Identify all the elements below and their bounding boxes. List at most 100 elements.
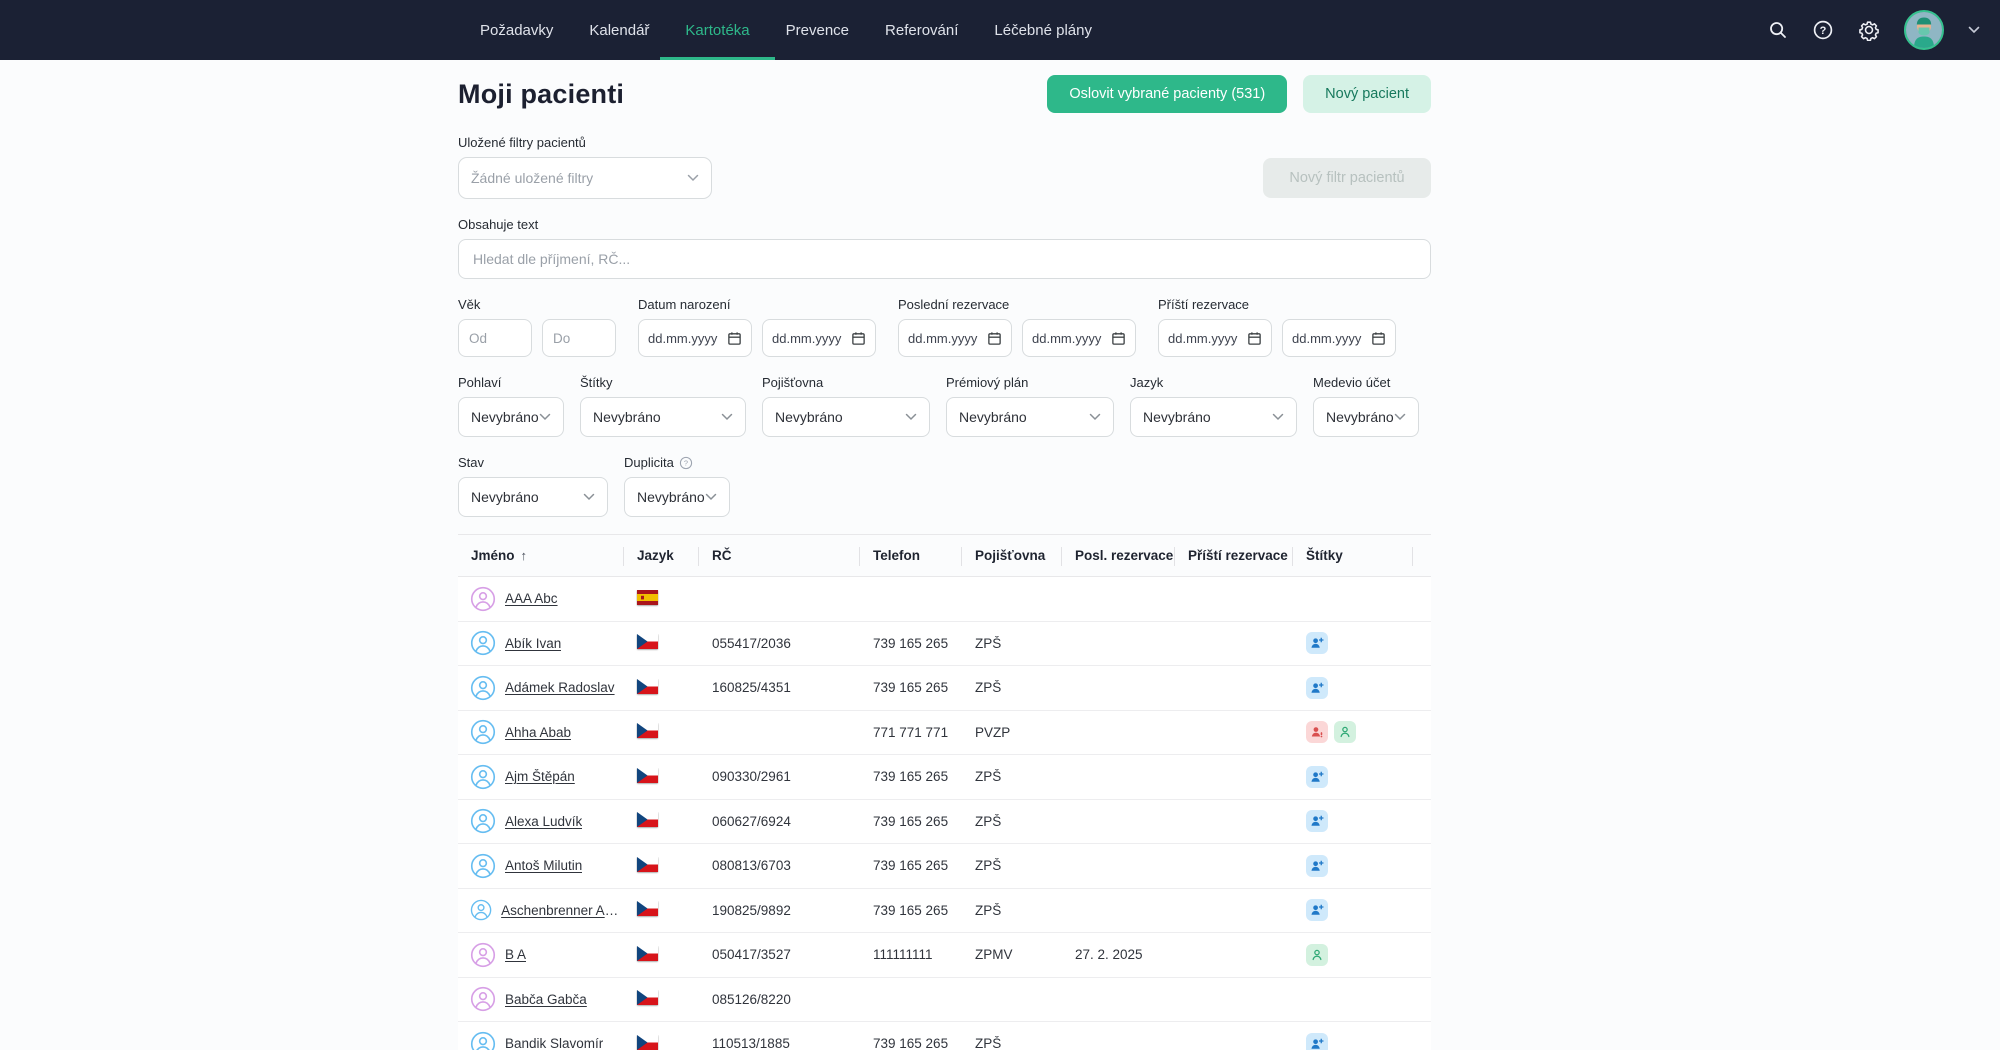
jazyk-select[interactable]: Nevybráno: [1130, 397, 1297, 437]
chevron-down-icon: [1089, 413, 1101, 421]
patient-name-link[interactable]: Babča Gabča: [505, 991, 587, 1007]
patient-name-link[interactable]: Ahha Abab: [505, 724, 572, 740]
patient-name-link[interactable]: Bandik Slavomír: [505, 1036, 604, 1050]
patient-name-cell: Bandik Slavomír: [458, 1031, 623, 1050]
saved-filters-select[interactable]: Žádné uložené filtry: [458, 157, 712, 199]
duplicita-filter-group: Duplicita? Nevybráno: [624, 455, 730, 517]
person-alert-badge[interactable]: [1306, 721, 1328, 744]
person-add-badge[interactable]: [1306, 854, 1328, 877]
page-header: Moji pacienti Oslovit vybrané pacienty (…: [458, 75, 1431, 113]
column-header-jazyk[interactable]: Jazyk: [623, 535, 698, 576]
stitky-select[interactable]: Nevybráno: [580, 397, 746, 437]
duplicita-select[interactable]: Nevybráno: [624, 477, 730, 517]
patients-table: Jméno ↑ Jazyk RČ Telefon Pojišťovna Posl. reze…: [458, 534, 1431, 1050]
table-row: Abík Ivan 055417/2036 739 165 265 ZPŠ: [458, 621, 1431, 666]
topbar-right-controls: ?: [1768, 0, 1980, 60]
nav-tab-prevence[interactable]: Prevence: [785, 21, 850, 39]
patient-name-cell: Alexa Ludvík: [458, 808, 623, 834]
date-placeholder: dd.mm.yyyy: [1032, 330, 1102, 346]
person-add-badge[interactable]: [1306, 676, 1328, 699]
person-add-badge[interactable]: [1306, 810, 1328, 833]
main-nav: Požadavky Kalendář Kartotéka Prevence Refero…: [0, 0, 1092, 60]
pristi-rezervace-to-date-input[interactable]: dd.mm.yyyy: [1282, 319, 1396, 357]
column-header-posl-rezervace[interactable]: Posl. rezervace: [1061, 535, 1174, 576]
range-filters-row: Věk Datum narozenídd.mm.yyyydd.mm.yyyyPo…: [458, 297, 1431, 357]
nav-tab-kalendar[interactable]: Kalendář: [589, 21, 650, 39]
help-icon[interactable]: ?: [1812, 19, 1834, 41]
patient-search-input[interactable]: [458, 239, 1431, 279]
table-row: Babča Gabča 085126/8220: [458, 977, 1431, 1022]
patient-name-cell: Antoš Milutin: [458, 853, 623, 879]
insurance-cell: ZPMV: [975, 947, 1013, 963]
table-body: AAA Abc Abík Ivan 055417/2036 739 165 265 ZP…: [458, 577, 1431, 1050]
table-row: Ahha Abab 771 771 771 PVZP: [458, 710, 1431, 755]
age-label: Věk: [458, 297, 481, 312]
nav-tab-lecebne-plany[interactable]: Léčebné plány: [994, 21, 1092, 39]
stav-select[interactable]: Nevybráno: [458, 477, 608, 517]
person-add-badge[interactable]: [1306, 765, 1328, 788]
pohlavi-select[interactable]: Nevybráno: [458, 397, 564, 437]
patient-avatar-icon: [470, 1031, 496, 1050]
person-add-badge[interactable]: [1306, 1032, 1328, 1050]
datum-narozeni-to-date-input[interactable]: dd.mm.yyyy: [762, 319, 876, 357]
contact-selected-patients-button[interactable]: Oslovit vybrané pacienty (531): [1047, 75, 1288, 113]
date-placeholder: dd.mm.yyyy: [1292, 330, 1362, 346]
premiovy-plan-select[interactable]: Nevybráno: [946, 397, 1114, 437]
posledni-rezervace-from-date-input[interactable]: dd.mm.yyyy: [898, 319, 1012, 357]
phone-cell: 739 165 265: [873, 769, 949, 785]
age-from-input[interactable]: [458, 319, 532, 357]
new-patient-button[interactable]: Nový pacient: [1303, 75, 1431, 113]
patient-name-link[interactable]: Alexa Ludvík: [505, 813, 583, 829]
tags-cell: [1292, 721, 1431, 744]
chevron-down-icon: [539, 413, 551, 421]
column-header-stitky[interactable]: Štítky: [1292, 535, 1431, 576]
patient-name-link[interactable]: AAA Abc: [505, 591, 558, 607]
column-header-jmeno[interactable]: Jméno ↑: [471, 548, 528, 563]
settings-gear-icon[interactable]: [1858, 19, 1880, 41]
posledni-rezervace-filter-group: Poslední rezervace dd.mm.yyyy dd.mm.yyyy: [898, 297, 1136, 357]
phone-cell: 739 165 265: [873, 813, 949, 829]
datum-narozeni-from-date-input[interactable]: dd.mm.yyyy: [638, 319, 752, 357]
patient-name-cell: Ahha Abab: [458, 719, 623, 745]
patient-name-link[interactable]: Adámek Radoslav: [505, 680, 615, 696]
column-header-telefon[interactable]: Telefon: [859, 535, 961, 576]
patient-name-link[interactable]: Ajm Štěpán: [505, 769, 575, 785]
person-add-badge[interactable]: [1306, 632, 1328, 655]
user-avatar[interactable]: [1904, 10, 1944, 50]
insurance-cell: ZPŠ: [975, 680, 1002, 696]
pristi-rezervace-from-date-input[interactable]: dd.mm.yyyy: [1158, 319, 1272, 357]
nav-tab-referovani[interactable]: Referování: [885, 21, 959, 39]
nav-tab-pozadavky[interactable]: Požadavky: [480, 21, 554, 39]
select-value: Nevybráno: [959, 409, 1027, 425]
patient-name-link[interactable]: Abík Ivan: [505, 635, 562, 651]
person-badge[interactable]: [1334, 721, 1356, 744]
patient-name-link[interactable]: Aschenbrenner Adam…: [501, 902, 623, 918]
language-cell: [623, 990, 698, 1008]
age-to-input[interactable]: [542, 319, 616, 357]
posledni-rezervace-to-date-input[interactable]: dd.mm.yyyy: [1022, 319, 1136, 357]
person-icon: [1312, 949, 1322, 960]
account-chevron-down-icon[interactable]: [1968, 26, 1980, 34]
birth-number-cell: 090330/2961: [712, 769, 791, 785]
person-add-badge[interactable]: [1306, 899, 1328, 922]
person-alert-icon: [1311, 727, 1323, 738]
calendar-icon: [1112, 331, 1125, 345]
person-badge[interactable]: [1306, 943, 1328, 966]
new-patient-filter-button[interactable]: Nový filtr pacientů: [1263, 158, 1431, 198]
pohlavi-label: Pohlaví: [458, 375, 502, 390]
nav-tab-kartoteka[interactable]: Kartotéka: [660, 0, 775, 60]
column-header-rc[interactable]: RČ: [698, 535, 859, 576]
pojistovna-select[interactable]: Nevybráno: [762, 397, 930, 437]
patient-name-link[interactable]: B A: [505, 947, 527, 963]
medevio-ucet-select[interactable]: Nevybráno: [1313, 397, 1419, 437]
chevron-down-icon: [721, 413, 733, 421]
search-icon[interactable]: [1768, 20, 1788, 40]
es-flag-icon: [637, 589, 658, 605]
column-header-pristi-rezervace[interactable]: Příští rezervace: [1174, 535, 1292, 576]
column-header-pojistovna[interactable]: Pojišťovna: [961, 535, 1061, 576]
datum-narozeni-label: Datum narození: [638, 297, 731, 312]
patient-name-cell: Aschenbrenner Adam…: [458, 897, 623, 923]
patient-name-link[interactable]: Antoš Milutin: [505, 858, 583, 874]
tags-cell: [1292, 899, 1431, 922]
language-cell: [623, 945, 698, 964]
